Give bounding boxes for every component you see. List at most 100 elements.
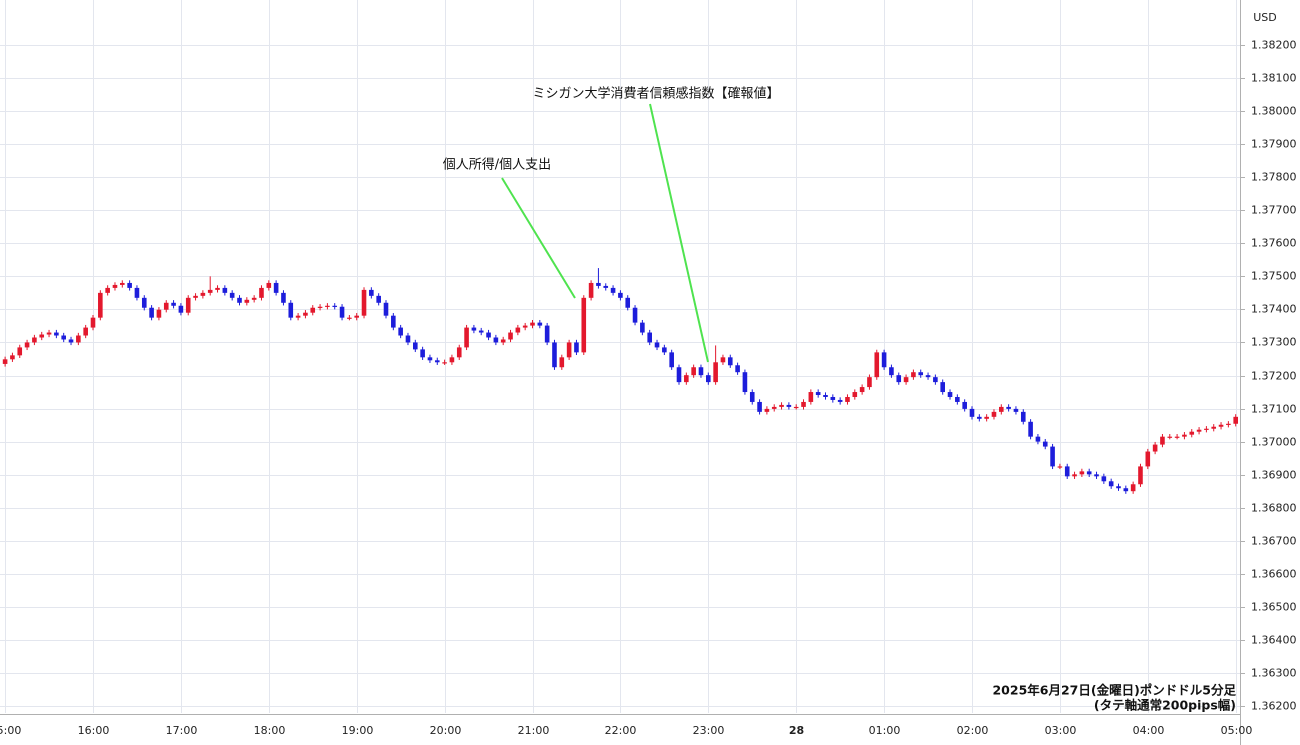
candle-body xyxy=(288,302,294,318)
y-tick-label: 1.38000 xyxy=(1251,105,1297,118)
candle-body xyxy=(449,357,455,363)
candle-body xyxy=(273,282,279,293)
x-tick-label: 02:00 xyxy=(957,724,989,737)
candle-body xyxy=(574,342,579,353)
candle-body xyxy=(991,411,997,417)
candle-body xyxy=(222,287,228,293)
candle-body xyxy=(215,287,220,290)
candle-body xyxy=(442,362,447,364)
candle-body xyxy=(537,322,543,326)
candle-body xyxy=(933,377,938,383)
candle-body xyxy=(508,332,513,340)
candle-body xyxy=(793,406,799,409)
candle-body xyxy=(310,307,316,313)
x-tick-label: 20:00 xyxy=(430,724,462,737)
annotation-line xyxy=(649,103,709,363)
candle-body xyxy=(801,401,806,407)
candle-body xyxy=(347,317,352,319)
x-tick-label: 21:00 xyxy=(518,724,550,737)
candle-body xyxy=(54,332,59,336)
candle-body xyxy=(1218,424,1224,427)
candle-body xyxy=(17,347,23,356)
x-tick-label: 19:00 xyxy=(342,724,374,737)
candle-body xyxy=(552,342,557,368)
candle-body xyxy=(947,392,953,397)
y-tick-label: 1.37300 xyxy=(1251,336,1297,349)
y-tick-label: 1.36700 xyxy=(1251,535,1297,548)
candle-body xyxy=(867,377,872,388)
candle-body xyxy=(706,375,711,383)
candle-body xyxy=(1020,411,1026,422)
y-tick-label: 1.36300 xyxy=(1251,667,1297,680)
candle-body xyxy=(896,375,902,383)
candle-body xyxy=(757,401,762,412)
candle-body xyxy=(1123,488,1129,492)
candle-body xyxy=(200,292,206,296)
candle-body xyxy=(940,382,945,393)
candle-body xyxy=(361,289,367,316)
candle-body xyxy=(559,357,565,368)
candle-body xyxy=(141,297,147,308)
candle-body xyxy=(354,315,359,318)
candle-body xyxy=(632,307,638,323)
x-tick-label: 05:00 xyxy=(1221,724,1253,737)
candle-body xyxy=(1130,484,1136,492)
candle-body xyxy=(1211,426,1217,429)
candle-body xyxy=(178,305,184,313)
candle-body xyxy=(911,372,916,378)
candle-body xyxy=(815,392,821,396)
candle-body xyxy=(83,327,88,336)
candle-body xyxy=(1013,408,1019,412)
candle-body xyxy=(625,297,631,308)
candle-body xyxy=(1145,451,1151,467)
candle-body xyxy=(771,406,777,409)
x-tick-label: 15:00 xyxy=(0,724,21,737)
candle-body xyxy=(1042,441,1048,447)
y-tick-label: 1.36900 xyxy=(1251,469,1297,482)
candle-body xyxy=(339,306,345,318)
candle-body xyxy=(193,295,198,298)
candle-body xyxy=(1152,444,1158,452)
x-tick-label: 01:00 xyxy=(869,724,901,737)
candle-body xyxy=(515,327,521,333)
x-tick-label: 16:00 xyxy=(78,724,110,737)
candle-body xyxy=(1196,429,1202,432)
x-tick-label: 04:00 xyxy=(1133,724,1165,737)
x-tick-label: 18:00 xyxy=(254,724,286,737)
y-tick-label: 1.37900 xyxy=(1251,138,1297,151)
candle-body xyxy=(105,287,110,293)
candle-body xyxy=(1079,471,1085,475)
candle-body xyxy=(46,332,52,335)
candle-body xyxy=(618,292,623,298)
y-tick-label: 1.36200 xyxy=(1251,700,1297,713)
candle-body xyxy=(259,287,264,298)
candle-body xyxy=(544,325,550,343)
x-tick-label: 22:00 xyxy=(605,724,637,737)
candle-body xyxy=(266,282,272,288)
candle-body xyxy=(24,342,30,348)
candle-body xyxy=(852,392,858,397)
candle-body xyxy=(735,365,740,373)
candle-body xyxy=(156,309,162,318)
candle-body xyxy=(1116,486,1121,489)
candle-body xyxy=(32,337,37,343)
candle-body xyxy=(405,335,411,343)
candle-body xyxy=(2,359,8,364)
candle-body xyxy=(317,306,323,308)
currency-label: USD xyxy=(1253,11,1277,24)
candle-body xyxy=(1189,431,1195,435)
candle-body xyxy=(764,408,770,412)
candle-body xyxy=(1028,421,1033,437)
candle-body xyxy=(1072,474,1077,477)
annotation-text: ミシガン大学消費者信頼感指数【確報値】 xyxy=(532,86,779,102)
candle-body xyxy=(845,396,850,402)
candle-body xyxy=(1035,436,1041,442)
candle-body xyxy=(325,305,330,307)
candle-body xyxy=(1050,446,1055,467)
x-tick-label: 03:00 xyxy=(1045,724,1077,737)
candle-body xyxy=(977,416,982,419)
candle-body xyxy=(1101,476,1107,482)
candle-body xyxy=(376,295,381,303)
